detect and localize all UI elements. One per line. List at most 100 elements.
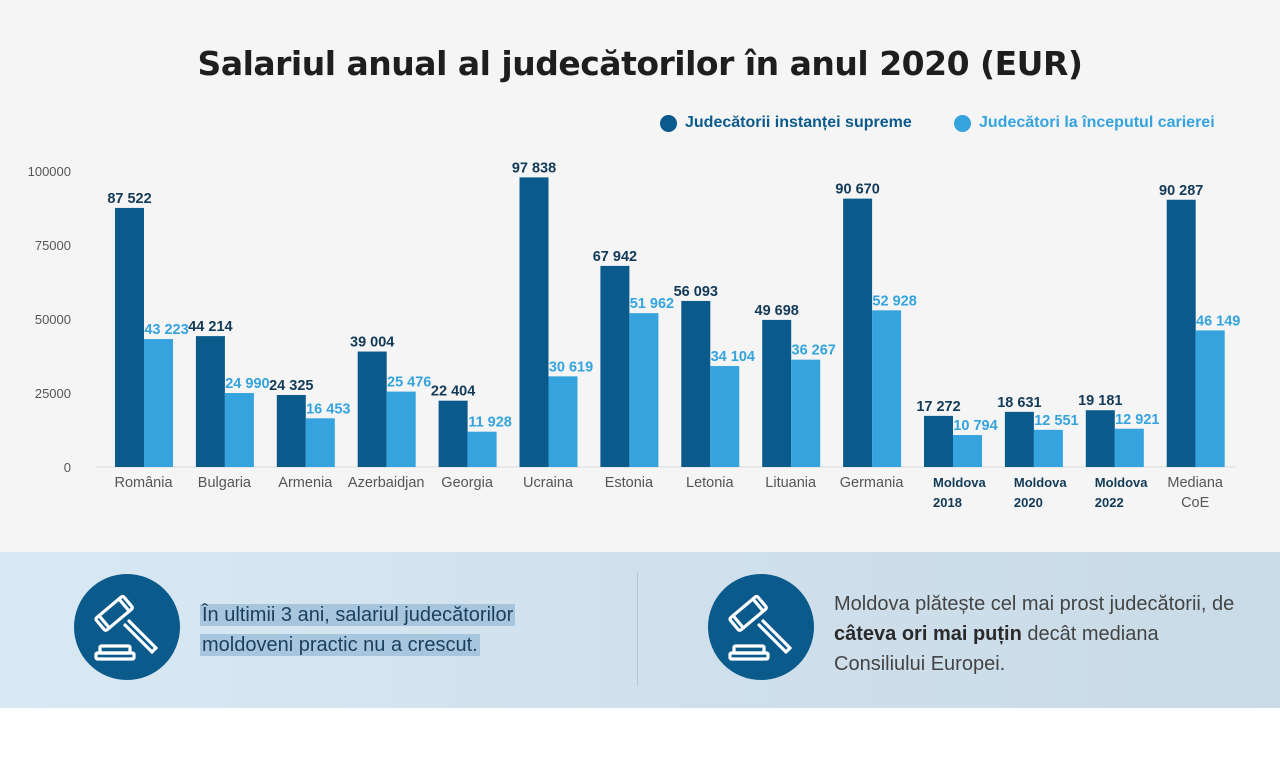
data-label-supreme: 49 698 [755,303,799,319]
data-label-supreme: 17 272 [916,399,960,415]
x-tick-label: Letonia [686,475,735,491]
data-label-supreme: 19 181 [1078,393,1122,409]
note-right: Moldova plătește cel mai prost judecător… [834,589,1254,679]
bar-career-start [953,435,982,467]
x-tick-label: Mediana [1167,475,1224,491]
x-tick-label: Moldova [1014,475,1067,490]
data-label-career-start: 36 267 [792,343,836,359]
legend-marker-career-start [954,114,971,132]
x-tick-label: Georgia [441,475,494,491]
bar-career-start [1114,428,1144,467]
divider [637,572,638,686]
bar-career-start [872,310,902,467]
bar-supreme [438,400,468,467]
bar-career-start [467,431,497,467]
data-label-supreme: 22 404 [431,384,475,400]
bar-career-start [710,366,740,467]
data-label-supreme: 39 004 [350,335,394,351]
bar-supreme [1166,199,1196,467]
legend-label-career-start: Judecători la începutul carierei [979,114,1215,131]
data-label-supreme: 18 631 [997,395,1041,411]
y-tick-label: 50000 [35,312,71,327]
info-band: În ultimii 3 ani, salariul judecătorilor… [0,552,1280,708]
data-label-career-start: 34 104 [711,349,755,365]
x-tick-label: 2020 [1014,495,1043,510]
legend-marker-supreme [660,114,677,132]
legend-item-career-start: Judecători la începutul carierei [954,114,1215,132]
data-label-career-start: 10 794 [953,418,997,434]
x-tick-label: Moldova [933,475,986,490]
legend-label-supreme: Judecătorii instanței supreme [685,114,912,131]
bar-career-start [1033,429,1063,467]
x-tick-label: Azerbaidjan [348,475,425,491]
gavel-badge-right [708,574,814,680]
gavel-icon [728,594,792,661]
data-label-supreme: 24 325 [269,378,313,394]
x-tick-label: Germania [840,475,905,491]
data-label-career-start: 24 990 [225,376,269,392]
x-tick-label: Ucraina [523,475,574,491]
bar-supreme [843,198,873,467]
data-label-career-start: 51 962 [630,296,674,312]
data-label-supreme: 90 287 [1159,183,1203,199]
data-label-supreme: 44 214 [188,319,232,335]
bar-supreme [1004,411,1034,467]
data-label-supreme: 90 670 [835,182,879,198]
bar-career-start [791,359,821,467]
bar-career-start [548,376,578,467]
gavel-badge-left [74,574,180,680]
data-label-career-start: 46 149 [1196,313,1240,329]
data-label-supreme: 87 522 [107,191,151,207]
bar-career-start [224,393,254,467]
x-tick-label: Bulgaria [198,475,252,491]
bar-supreme [519,177,549,467]
y-tick-label: 25000 [35,386,71,401]
bar-career-start [629,313,659,467]
data-label-supreme: 67 942 [593,249,637,265]
chart-panel: Salariul anual al judecătorilor în anul … [27,44,1241,511]
data-label-career-start: 12 551 [1034,413,1078,429]
data-label-career-start: 30 619 [549,359,593,375]
x-tick-label: 2022 [1095,495,1124,510]
note-right-part2: decât mediana Consiliului Europei. [834,623,1159,675]
note-left: În ultimii 3 ani, salariul judecătorilor… [200,600,580,660]
data-label-supreme: 97 838 [512,160,556,176]
y-tick-label: 75000 [35,238,71,253]
data-label-career-start: 43 223 [144,322,188,338]
bar-supreme [924,415,953,467]
bar-supreme [276,394,306,467]
gavel-icon [94,594,158,661]
bar-supreme [762,319,792,467]
bar-career-start [144,339,173,467]
bar-career-start [1195,330,1225,467]
x-tick-label: Moldova [1095,475,1148,490]
x-tick-label: România [114,475,173,491]
chart-title: Salariul anual al judecătorilor în anul … [197,44,1083,83]
x-tick-label: Estonia [605,475,654,491]
bar-supreme [115,207,144,467]
bar-supreme [681,300,711,467]
y-tick-label: 0 [64,460,71,475]
x-tick-label: Armenia [278,475,333,491]
bar-supreme [1085,410,1115,467]
data-label-career-start: 11 928 [468,415,512,431]
y-tick-label: 100000 [28,164,71,179]
bar-career-start [305,418,335,467]
note-right-emphasis: câteva ori mai puțin [834,623,1022,645]
x-tick-label: 2018 [933,495,962,510]
bar-supreme [357,351,387,467]
data-label-career-start: 25 476 [387,375,431,391]
data-label-career-start: 12 921 [1115,412,1159,428]
data-label-career-start: 52 928 [872,293,916,309]
bar-supreme [600,265,630,467]
bar-supreme [195,336,225,467]
data-label-supreme: 56 093 [674,284,718,300]
bar-career-start [386,391,416,467]
note-right-part1: Moldova plătește cel mai prost judecător… [834,593,1235,615]
legend-item-supreme: Judecătorii instanței supreme [660,114,912,132]
data-label-career-start: 16 453 [306,401,350,417]
x-tick-label: CoE [1181,495,1210,511]
bar-chart: 0 25000 50000 75000 100000 87 522 43 223 Români… [28,160,1241,511]
x-tick-label: Lituania [765,475,817,491]
note-left-text: În ultimii 3 ani, salariul judecătorilor… [200,604,516,656]
